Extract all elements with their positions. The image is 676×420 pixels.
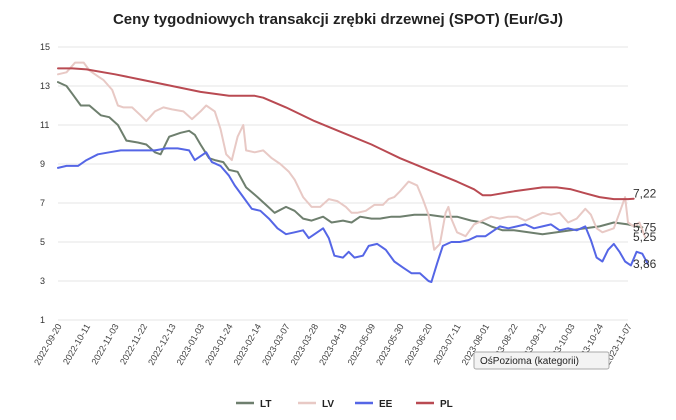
end-label-lt: 5,75 bbox=[633, 220, 657, 234]
x-tick-label: 2022-10-11 bbox=[61, 322, 92, 366]
x-tick-label: 2023-05-30 bbox=[374, 322, 406, 367]
x-tick-label: 2023-03-28 bbox=[289, 322, 321, 367]
x-tick-label: 2023-07-11 bbox=[431, 322, 462, 366]
end-label-lv: 5,25 bbox=[633, 230, 657, 244]
series-line-lt bbox=[57, 81, 644, 236]
y-tick-label: 9 bbox=[40, 159, 45, 169]
x-tick-label: 2023-01-03 bbox=[175, 322, 207, 367]
series-line-ee bbox=[57, 147, 649, 283]
y-tick-label: 13 bbox=[40, 81, 50, 91]
legend-label-lt: LT bbox=[260, 399, 271, 410]
end-value-labels: 7,22 5,755,25 3,86 bbox=[633, 187, 657, 272]
x-tick-label: 2022-09-20 bbox=[32, 322, 64, 367]
y-tick-label: 11 bbox=[40, 120, 49, 130]
x-tick-label: 2023-01-24 bbox=[203, 322, 235, 367]
axis-tooltip: OśPozioma (kategorii) bbox=[473, 351, 610, 370]
y-tick-label: 1 bbox=[40, 315, 45, 325]
series-line-lv bbox=[57, 61, 647, 251]
end-label-pl: 7,22 bbox=[633, 187, 657, 201]
series-lines bbox=[57, 61, 649, 283]
x-tick-label: 2023-02-14 bbox=[232, 322, 264, 367]
x-tick-label: 2023-04-18 bbox=[317, 322, 349, 367]
tooltip-text: OśPozioma (kategorii) bbox=[480, 356, 579, 367]
legend-label-ee: EE bbox=[379, 399, 393, 410]
y-tick-label: 5 bbox=[40, 237, 45, 247]
y-tick-label: 15 bbox=[40, 42, 50, 52]
series-line-pl bbox=[57, 67, 635, 201]
legend-label-lv: LV bbox=[322, 399, 334, 410]
legend: LT LV EE PL bbox=[236, 399, 453, 410]
x-tick-label: 2022-11-22 bbox=[118, 322, 149, 366]
x-tick-label: 2023-03-07 bbox=[260, 322, 292, 367]
y-tick-label: 7 bbox=[40, 198, 45, 208]
chart-title: Ceny tygodniowych transakcji zrębki drze… bbox=[113, 11, 563, 28]
gridlines bbox=[58, 46, 628, 321]
y-tick-label: 3 bbox=[40, 276, 45, 286]
x-tick-label: 2023-06-20 bbox=[403, 322, 435, 367]
end-label-ee: 3,86 bbox=[633, 257, 657, 271]
x-tick-label: 2022-12-13 bbox=[146, 322, 178, 367]
legend-label-pl: PL bbox=[440, 399, 453, 410]
x-tick-label: 2023-05-09 bbox=[346, 322, 378, 367]
tooltip-box bbox=[473, 351, 610, 370]
x-tick-label: 2022-11-03 bbox=[89, 322, 120, 366]
